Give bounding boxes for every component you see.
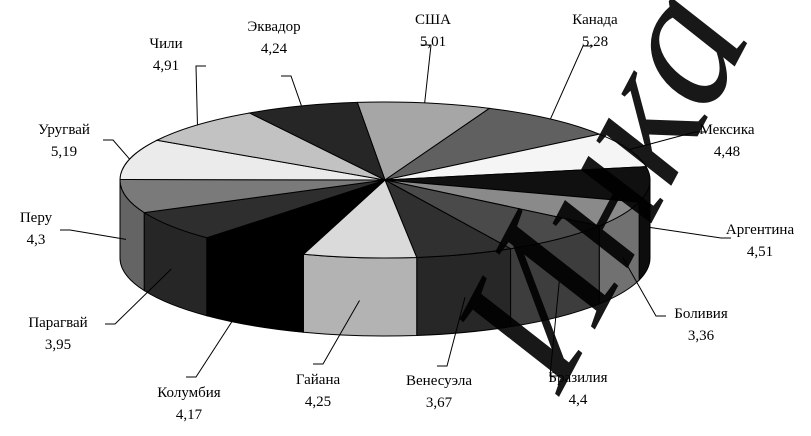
leader-line-8 bbox=[313, 300, 360, 365]
slice-label-9: Колумбия bbox=[157, 385, 220, 401]
slice-value-9: 4,17 bbox=[176, 407, 203, 423]
pie-slice-12 bbox=[119, 139, 386, 181]
slice-value-4: 4,51 bbox=[747, 244, 773, 260]
leader-lines bbox=[60, 44, 731, 378]
slice-value-12: 5,19 bbox=[51, 144, 77, 160]
slice-value-1: 5,01 bbox=[420, 34, 446, 50]
slice-value-11: 4,3 bbox=[27, 232, 46, 248]
leader-line-11 bbox=[60, 229, 127, 240]
leader-line-10 bbox=[105, 268, 172, 325]
slice-value-2: 5,28 bbox=[582, 34, 608, 50]
slice-label-11: Перу bbox=[20, 210, 53, 226]
pie-slice-13 bbox=[155, 112, 386, 181]
pie-slice-2 bbox=[384, 107, 602, 181]
pie-slice-9 bbox=[205, 179, 386, 255]
slice-label-13: Чили bbox=[149, 36, 182, 52]
leader-line-1 bbox=[421, 44, 432, 103]
slice-value-13: 4,91 bbox=[153, 58, 179, 74]
leader-line-7 bbox=[437, 297, 466, 367]
slice-value-7: 3,67 bbox=[426, 395, 453, 411]
leader-line-6 bbox=[549, 281, 560, 377]
leader-line-3 bbox=[628, 131, 705, 151]
slice-label-6: Бразилия bbox=[548, 370, 607, 386]
leader-line-4 bbox=[649, 226, 731, 239]
slice-label-3: Мексика bbox=[699, 122, 754, 138]
pie-side-8 bbox=[302, 253, 418, 337]
slice-label-10: Парагвай bbox=[28, 315, 87, 331]
pie-slice-6 bbox=[384, 179, 601, 250]
slice-label-14: Эквадор bbox=[247, 19, 300, 35]
slice-label-7: Венесуэла bbox=[406, 373, 472, 389]
slice-value-10: 3,95 bbox=[45, 337, 71, 353]
leader-line-14 bbox=[281, 75, 302, 107]
pie-slice-8 bbox=[302, 179, 418, 259]
leader-line-12 bbox=[103, 139, 131, 160]
pie-slice-14 bbox=[247, 101, 386, 181]
pie-side-walls bbox=[119, 179, 651, 337]
leader-line-5 bbox=[622, 257, 666, 317]
leader-line-2 bbox=[549, 45, 593, 120]
slice-value-8: 4,25 bbox=[305, 394, 331, 410]
pie-slice-4 bbox=[384, 166, 651, 203]
leader-line-13 bbox=[195, 65, 206, 125]
pie-slice-11 bbox=[119, 179, 386, 214]
slice-labels: США 5,01 Канада 5,28 Мексика 4,48 Аргентина 4,5… bbox=[20, 12, 795, 423]
pie-slice-3 bbox=[384, 133, 647, 181]
slice-value-3: 4,48 bbox=[714, 144, 740, 160]
slice-label-2: Канада bbox=[572, 12, 618, 28]
slice-label-1: США bbox=[415, 12, 451, 28]
slice-label-8: Гайана bbox=[296, 372, 341, 388]
slice-label-5: Боливия bbox=[674, 306, 728, 322]
slice-label-12: Уругвай bbox=[38, 122, 90, 138]
leader-line-9 bbox=[186, 290, 253, 378]
slice-label-4: Аргентина bbox=[726, 222, 795, 238]
slice-value-14: 4,24 bbox=[261, 41, 288, 57]
slice-value-5: 3,36 bbox=[688, 328, 715, 344]
slice-value-6: 4,4 bbox=[569, 392, 588, 408]
